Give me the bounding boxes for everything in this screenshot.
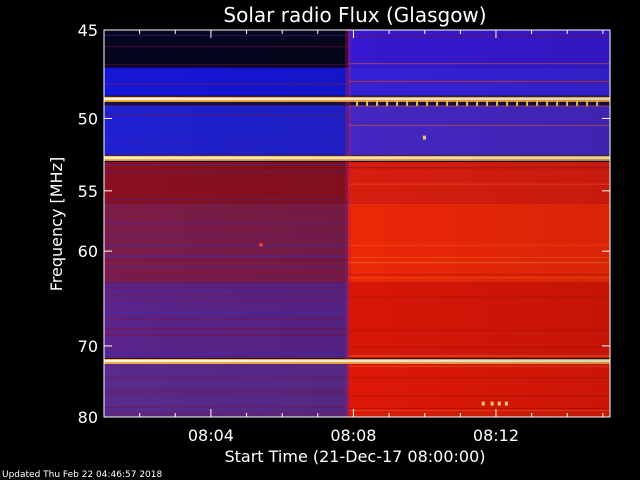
y-tick-label-55: 55 <box>78 182 98 201</box>
y-tick-label-60: 60 <box>78 242 98 261</box>
y-tick-label-70: 70 <box>78 337 98 356</box>
chart-marks <box>104 30 610 417</box>
x-axis: 08:04 08:08 08:12 <box>103 30 604 445</box>
plot-shade <box>104 30 610 417</box>
plot-frame <box>103 29 611 418</box>
x-tick-label-1: 08:08 <box>330 426 376 445</box>
y-tick-label-80: 80 <box>78 408 98 427</box>
x-axis-title: Start Time (21-Dec-17 08:00:00) <box>224 447 485 466</box>
y-axis: 45 50 55 60 70 80 <box>78 21 610 427</box>
updated-timestamp: Updated Thu Feb 22 04:46:57 2018 <box>2 470 163 480</box>
y-tick-label-45: 45 <box>78 21 98 40</box>
x-tick-label-0: 08:04 <box>188 426 234 445</box>
y-axis-title: Frequency [MHz] <box>47 157 66 291</box>
x-tick-label-2: 08:12 <box>473 426 519 445</box>
y-tick-label-50: 50 <box>78 109 98 128</box>
chart-title: Solar radio Flux (Glasgow) <box>223 3 486 27</box>
